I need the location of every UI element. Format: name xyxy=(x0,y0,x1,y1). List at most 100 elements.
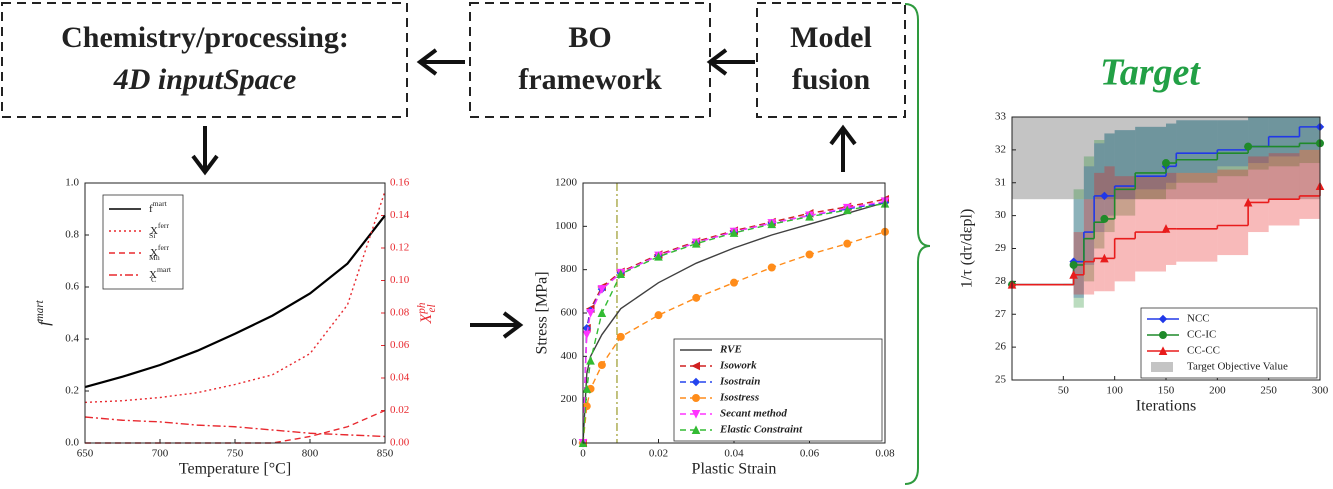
workflow-boxes xyxy=(1,2,906,118)
marker xyxy=(843,239,852,248)
band xyxy=(1268,117,1300,167)
band xyxy=(1166,123,1177,183)
x-tick-label: 150 xyxy=(1158,385,1175,397)
marker xyxy=(1069,260,1078,269)
x-tick-label: 0.08 xyxy=(875,448,895,460)
marker xyxy=(1158,346,1168,355)
x-tick-label: 0.06 xyxy=(800,448,820,460)
y-tick-label: 28 xyxy=(995,275,1007,287)
marker xyxy=(842,205,852,215)
label-part: X xyxy=(150,225,158,237)
y-tick-label: 30 xyxy=(995,209,1007,221)
legend-label: Isowork xyxy=(719,360,757,372)
marker xyxy=(1244,142,1253,151)
legend-label: Isostrain xyxy=(719,376,760,388)
band xyxy=(1135,126,1166,200)
marker xyxy=(1159,331,1167,339)
marker xyxy=(691,425,701,434)
x-tick-label: 850 xyxy=(377,448,394,460)
y-tick-label: 33 xyxy=(995,111,1007,123)
box-text: Chemistry/processing: xyxy=(61,21,349,54)
marker xyxy=(597,308,607,317)
band xyxy=(1248,117,1269,164)
marker xyxy=(586,356,595,365)
label-sup: ph xyxy=(416,302,428,315)
marker xyxy=(1158,314,1168,324)
label-sup: mart xyxy=(153,199,168,208)
y-tick-label: 600 xyxy=(561,307,578,319)
y2-tick-label: 0.06 xyxy=(390,339,410,351)
band xyxy=(1114,130,1136,200)
band xyxy=(1104,133,1115,233)
marker xyxy=(654,252,663,261)
x-tick-label: 200 xyxy=(1209,385,1226,397)
band xyxy=(1176,120,1218,173)
box-text: BO xyxy=(568,21,611,54)
band xyxy=(1094,143,1105,233)
series-line xyxy=(84,190,386,404)
band xyxy=(1114,176,1136,282)
label-sup: ferr xyxy=(158,243,170,252)
marker xyxy=(1100,214,1109,223)
arrow xyxy=(829,124,857,172)
x-tick-label: 300 xyxy=(1312,385,1329,397)
y-tick-label: 31 xyxy=(995,176,1006,188)
label-sup: mart xyxy=(157,265,172,274)
marker xyxy=(730,278,738,287)
y-axis-label: 1/τ (dτ/dεpl) xyxy=(959,209,976,289)
band xyxy=(1217,169,1249,256)
band xyxy=(1104,166,1115,292)
band xyxy=(1166,172,1177,265)
x-tick-label: 50 xyxy=(1058,385,1070,397)
plot-frame xyxy=(582,182,886,444)
x-tick-label: 800 xyxy=(302,448,319,460)
band xyxy=(1299,117,1320,164)
label-sub: C xyxy=(151,275,156,284)
label-part: X xyxy=(149,269,157,281)
marker xyxy=(582,384,592,393)
legend-label: CC-IC xyxy=(1187,329,1216,341)
marker xyxy=(586,309,595,318)
band xyxy=(1083,156,1095,282)
marker xyxy=(692,394,700,402)
band xyxy=(1104,133,1115,216)
x-axis-label: Iterations xyxy=(1136,398,1196,415)
legend-label: Secant method xyxy=(720,408,787,420)
x-tick-label: 750 xyxy=(227,448,244,460)
y2-tick-label: 0.16 xyxy=(390,177,410,189)
band xyxy=(1073,199,1084,298)
y-tick-label: 0.4 xyxy=(65,333,79,345)
band xyxy=(1083,166,1095,265)
x-axis-label: Plastic Strain xyxy=(692,461,777,478)
x-tick-label: 0.04 xyxy=(724,448,744,460)
series-line xyxy=(84,416,386,438)
marker xyxy=(805,250,814,259)
y-tick-label: 0.2 xyxy=(65,385,79,397)
y-tick-label: 1.0 xyxy=(65,177,79,189)
x-tick-label: 700 xyxy=(152,448,169,460)
legend-label: Elastic Constraint xyxy=(719,424,803,436)
y-tick-label: 1000 xyxy=(555,220,578,232)
band xyxy=(1217,120,1249,177)
y-tick-label: 0.8 xyxy=(65,229,79,241)
box-text: Model xyxy=(790,21,872,54)
y-tick-label: 1200 xyxy=(555,177,578,189)
band xyxy=(1135,126,1166,190)
label-part: f xyxy=(149,203,153,215)
band xyxy=(1299,149,1320,219)
arrows xyxy=(191,48,857,339)
marker xyxy=(1069,270,1078,279)
legend-label: NCC xyxy=(1187,313,1210,325)
marker xyxy=(1243,197,1253,207)
box xyxy=(756,2,906,118)
marker xyxy=(691,410,701,419)
arrow xyxy=(706,48,755,76)
label-part: X xyxy=(418,312,435,324)
y-tick-label: 200 xyxy=(561,393,578,405)
legend-label: CC-CC xyxy=(1187,345,1220,357)
y2-axis-label: Xphel xyxy=(416,302,438,324)
band xyxy=(1217,120,1249,167)
band xyxy=(1268,153,1300,226)
band xyxy=(1135,176,1166,272)
